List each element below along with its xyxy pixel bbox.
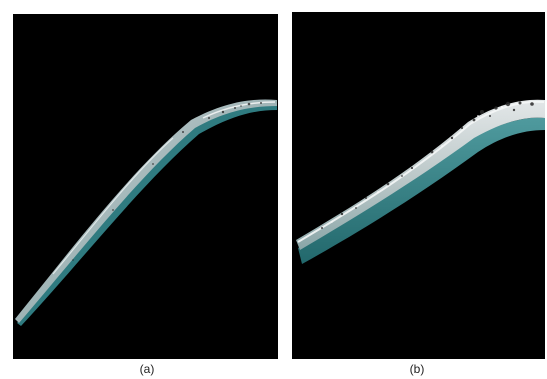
strip-top-surface <box>296 99 545 251</box>
caption-a: (a) <box>139 362 155 376</box>
strip-underside <box>17 103 277 327</box>
panel-a-render <box>13 14 278 359</box>
panel-a-strip-image <box>15 99 277 327</box>
panel-b-strip-image <box>296 99 545 264</box>
caption-b: (b) <box>409 362 425 376</box>
strip-side-face <box>298 117 545 264</box>
panel-b-render <box>292 12 545 359</box>
strip-top-surface <box>15 99 277 324</box>
